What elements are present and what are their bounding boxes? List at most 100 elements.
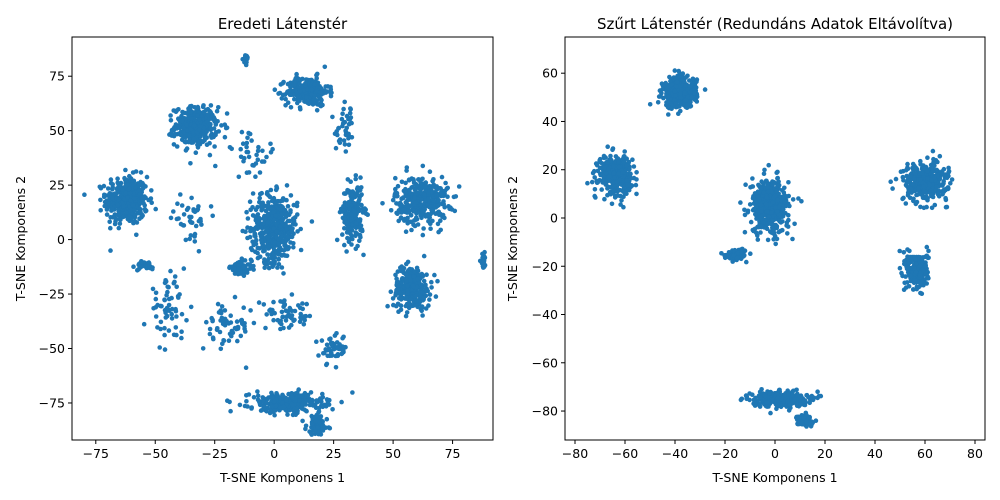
scatter-point [211,336,216,342]
scatter-point [613,154,619,159]
scatter-point [406,301,412,306]
scatter-point [304,301,310,307]
scatter-point [666,112,671,117]
scatter-point [916,186,921,191]
scatter-point [204,129,209,135]
scatter-point [592,175,597,180]
scatter-point [250,205,255,210]
scatter-point [395,269,401,274]
scatter-point [290,402,296,408]
scatter-point [115,202,121,208]
scatter-point [139,259,144,264]
chart-left-title: Eredeti Látenstér [218,15,348,33]
scatter-point [167,132,172,137]
scatter-point [277,405,283,411]
scatter-point [244,209,249,215]
scatter-point [297,105,303,110]
scatter-point [158,326,163,332]
scatter-point [153,206,158,212]
scatter-point [285,100,291,105]
scatter-point [350,236,355,242]
scatter-point [265,212,271,217]
scatter-point [350,193,356,198]
scatter-point [285,309,291,314]
scatter-point [340,232,345,237]
scatter-point [585,180,590,186]
scatter-point [228,408,233,414]
scatter-point [261,221,266,226]
scatter-point [195,104,201,110]
scatter-point [932,202,938,208]
scatter-point [297,319,303,325]
scatter-point [620,170,626,175]
scatter-point [349,212,354,218]
scatter-point [204,135,209,141]
scatter-point [285,234,291,240]
scatter-point [279,309,285,315]
scatter-point [317,419,322,425]
scatter-point [124,210,129,215]
scatter-point [890,186,895,191]
scatter-point [169,295,174,301]
scatter-point [781,190,787,195]
scatter-point [337,137,343,142]
scatter-point [786,180,791,185]
scatter-point [269,206,275,211]
scatter-point [456,184,462,189]
scatter-point [621,159,627,165]
scatter-point [238,333,244,339]
scatter-point [269,390,274,396]
scatter-point [247,234,253,240]
scatter-point [196,117,202,122]
scatter-point [254,152,259,158]
scatter-point [162,297,167,303]
scatter-point [253,207,259,213]
scatter-point [241,264,246,270]
scatter-point [297,305,303,311]
scatter-point [229,333,234,339]
scatter-point [239,256,245,262]
scatter-point [286,88,292,94]
scatter-point [224,111,230,116]
scatter-point [250,213,256,218]
scatter-point [309,219,315,224]
scatter-point [414,265,420,271]
scatter-point [195,145,201,150]
scatter-point [212,144,217,149]
scatter-point [185,205,191,211]
scatter-point [622,190,627,195]
scatter-point [480,264,486,269]
scatter-point [255,255,261,261]
scatter-point [419,197,424,202]
scatter-point [593,195,598,200]
scatter-point [333,145,339,151]
scatter-point [209,315,214,321]
scatter-point [398,307,404,313]
scatter-point [262,261,267,266]
scatter-point [770,231,776,236]
scatter-point [930,148,936,154]
scatter-point [422,184,428,190]
scatter-point [430,218,435,224]
scatter-point [615,193,621,198]
scatter-point [408,191,414,196]
scatter-point [150,266,155,272]
scatter-point [742,212,748,218]
scatter-point [730,259,735,264]
scatter-point [181,266,187,271]
scatter-point [264,409,269,414]
scatter-point [265,235,271,241]
scatter-point [127,190,133,195]
scatter-point [243,365,249,371]
scatter-point [363,211,369,216]
scatter-point [440,191,446,197]
scatter-point [186,107,192,112]
scatter-point [104,212,110,217]
scatter-point [196,204,201,209]
scatter-point [298,311,304,317]
scatter-point [915,192,921,197]
scatter-point [242,403,248,409]
scatter-point [907,174,913,179]
scatter-point [209,135,214,140]
scatter-point [179,335,184,341]
